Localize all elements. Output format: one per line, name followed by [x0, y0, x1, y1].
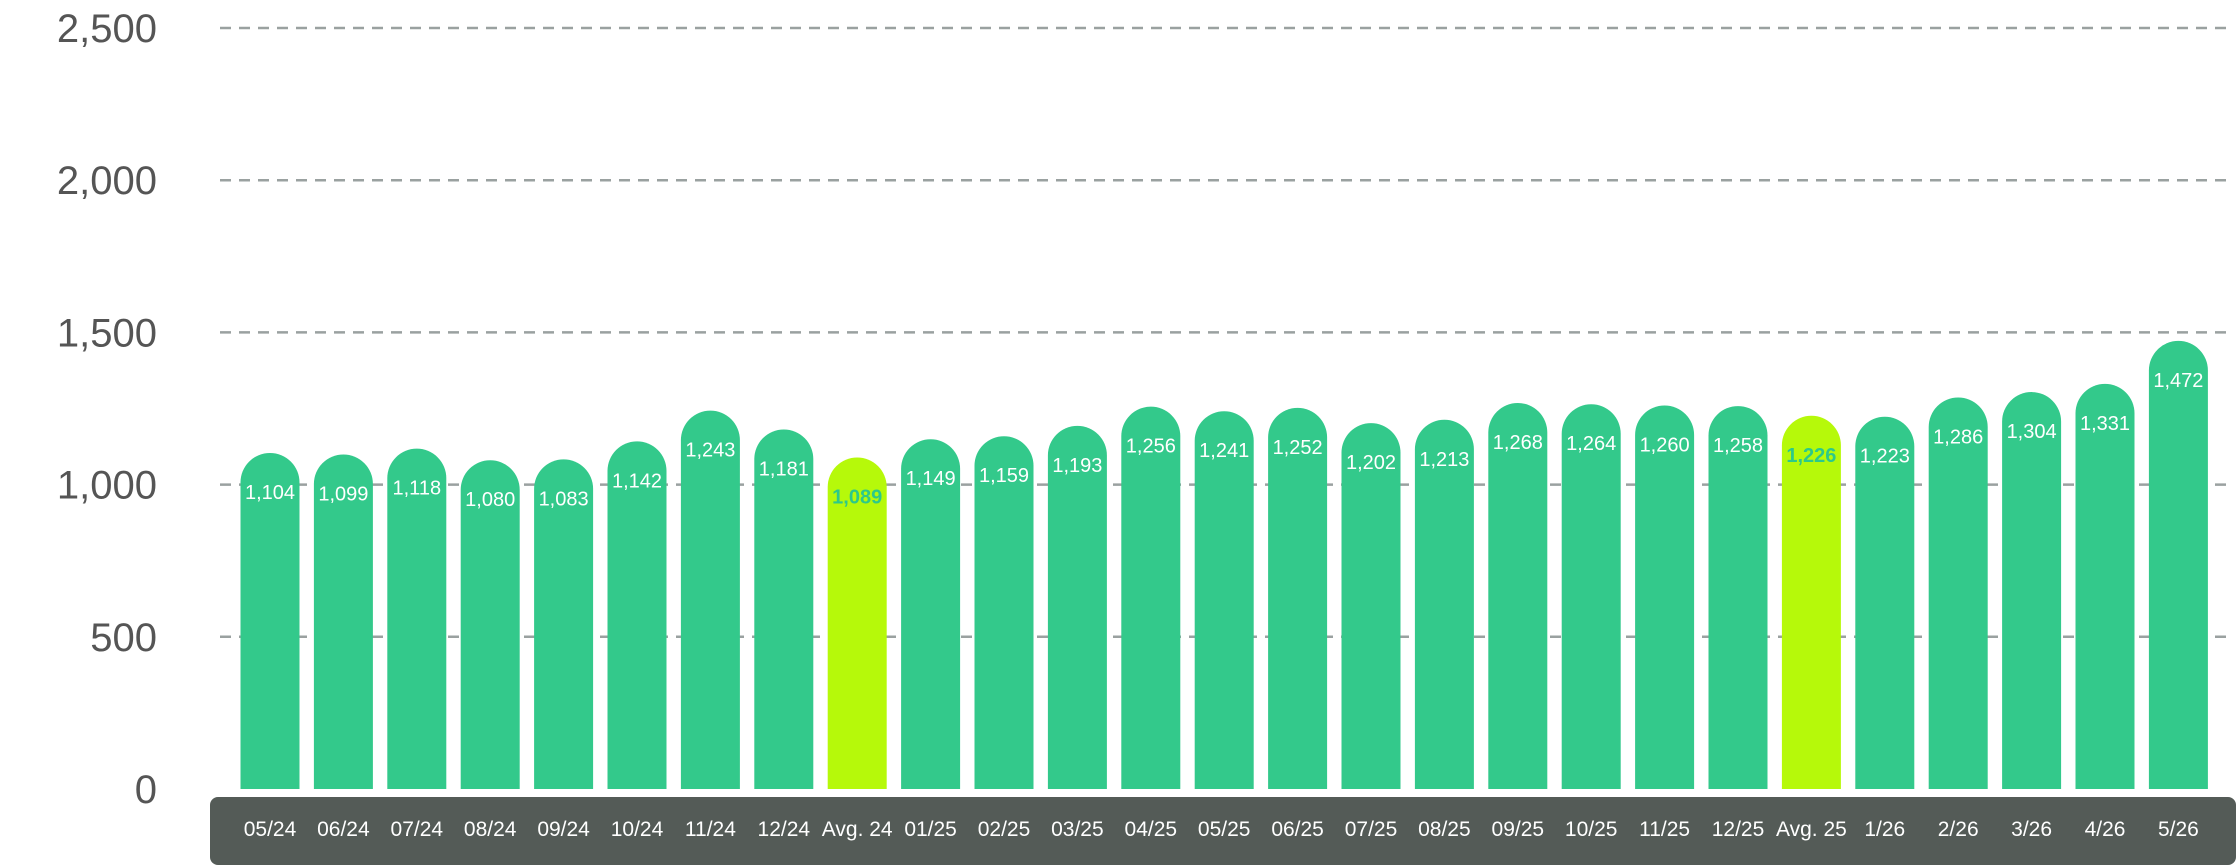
bar [1121, 406, 1181, 789]
x-tick-label: Avg. 25 [1776, 818, 1847, 841]
data-label: 1,159 [979, 465, 1029, 487]
bar [240, 452, 300, 789]
x-tick-label: 12/24 [758, 818, 811, 841]
bar [1708, 406, 1768, 789]
data-label: 1,226 [1786, 445, 1836, 467]
y-tick-label: 500 [90, 616, 157, 660]
x-tick-label: 09/24 [537, 818, 590, 841]
y-tick-label: 0 [135, 768, 157, 812]
x-tick-label: 03/25 [1051, 818, 1104, 841]
x-tick-label: 05/24 [244, 818, 297, 841]
bar [2148, 340, 2208, 789]
bar [460, 460, 520, 789]
data-label: 1,181 [759, 459, 809, 481]
bar [1414, 419, 1474, 789]
x-tick-label: 12/25 [1712, 818, 1765, 841]
bar [754, 429, 814, 789]
data-label: 1,089 [832, 487, 882, 509]
bar [1635, 405, 1695, 789]
bar [607, 441, 667, 789]
data-label: 1,258 [1713, 435, 1763, 457]
x-tick-label: 4/26 [2085, 818, 2126, 841]
data-label: 1,286 [1933, 427, 1983, 449]
bar [1561, 404, 1621, 789]
bar [2075, 383, 2135, 789]
x-tick-label: 04/25 [1125, 818, 1178, 841]
x-tick-label: 1/26 [1864, 818, 1905, 841]
data-label: 1,268 [1493, 432, 1543, 454]
bar [1194, 411, 1254, 789]
x-tick-label: 06/25 [1271, 818, 1324, 841]
bar [313, 454, 373, 789]
data-label: 1,264 [1566, 433, 1616, 455]
bar [1855, 416, 1915, 789]
data-label: 1,241 [1199, 440, 1249, 462]
x-tick-label: 06/24 [317, 818, 370, 841]
y-tick-label: 2,500 [57, 7, 157, 51]
x-tick-label: 07/24 [391, 818, 444, 841]
bar [534, 459, 594, 789]
bar [901, 439, 961, 789]
bar [1047, 425, 1107, 789]
y-tick-label: 2,000 [57, 159, 157, 203]
y-tick-label: 1,500 [57, 311, 157, 355]
data-label: 1,243 [685, 440, 735, 462]
data-label: 1,260 [1640, 434, 1690, 456]
bar [387, 448, 447, 789]
data-label: 1,099 [318, 483, 368, 505]
bar [680, 410, 740, 789]
data-label: 1,080 [465, 489, 515, 511]
bar [1268, 407, 1328, 789]
x-tick-label: 09/25 [1492, 818, 1545, 841]
x-tick-label: 10/24 [611, 818, 664, 841]
x-tick-label: Avg. 24 [822, 818, 893, 841]
y-axis: 0 500 1,000 1,500 2,000 2,500 [57, 7, 157, 812]
x-tick-label: 11/25 [1639, 818, 1690, 841]
x-tick-label: 11/24 [685, 818, 736, 841]
x-tick-label: 2/26 [1938, 818, 1979, 841]
data-label: 1,304 [2007, 421, 2057, 443]
data-label: 1,104 [245, 482, 295, 504]
data-label: 1,149 [906, 468, 956, 490]
data-label: 1,193 [1052, 455, 1102, 477]
bar-average [1781, 415, 1841, 789]
x-tick-label: 05/25 [1198, 818, 1251, 841]
data-label: 1,256 [1126, 436, 1176, 458]
x-tick-label: 08/24 [464, 818, 517, 841]
x-axis-band [210, 797, 2236, 865]
x-tick-label: 08/25 [1418, 818, 1471, 841]
bar [974, 436, 1034, 789]
data-label: 1,331 [2080, 413, 2130, 435]
data-label: 1,213 [1419, 449, 1469, 471]
bar [1488, 403, 1548, 789]
x-tick-label: 5/26 [2158, 818, 2199, 841]
x-tick-label: 01/25 [904, 818, 957, 841]
x-tick-label: 3/26 [2011, 818, 2052, 841]
x-axis: 05/24 06/24 07/24 08/24 09/24 10/24 11/24 12/24… [244, 818, 2199, 841]
bar [2002, 392, 2062, 789]
bars: 1,104 1,099 1,118 1,080 1,083 1,142 1,243 1,181… [240, 340, 2208, 789]
x-tick-label: 02/25 [978, 818, 1031, 841]
data-label: 1,083 [539, 488, 589, 510]
data-label: 1,118 [393, 478, 442, 500]
bar [1341, 423, 1401, 789]
data-label: 1,252 [1273, 437, 1323, 459]
data-label: 1,202 [1346, 452, 1396, 474]
y-tick-label: 1,000 [57, 464, 157, 508]
x-tick-label: 07/25 [1345, 818, 1398, 841]
bar [1928, 397, 1988, 789]
bar-average [827, 457, 887, 789]
x-tick-label: 10/25 [1565, 818, 1618, 841]
data-label: 1,472 [2153, 370, 2203, 392]
data-label: 1,223 [1860, 446, 1910, 468]
data-label: 1,142 [612, 470, 662, 492]
